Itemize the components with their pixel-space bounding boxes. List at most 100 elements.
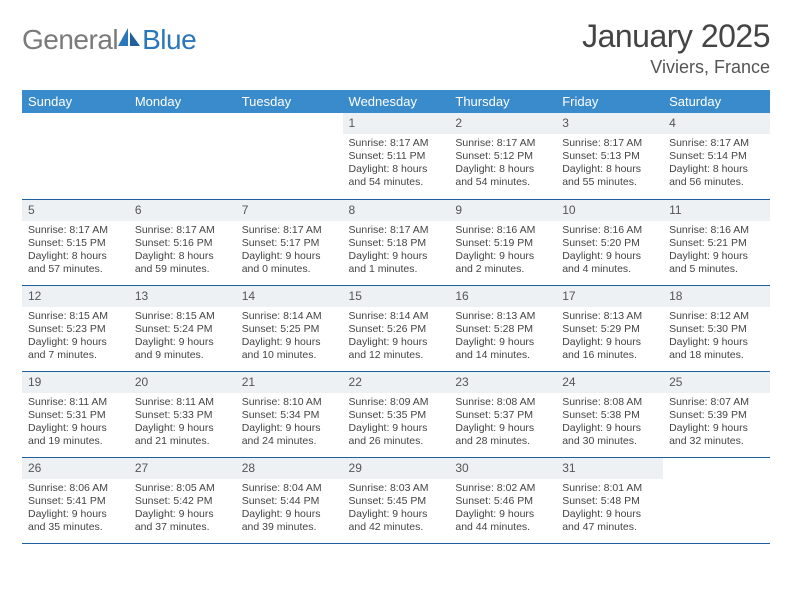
day-number: 9	[449, 200, 556, 221]
title-block: January 2025 Viviers, France	[582, 18, 770, 78]
calendar-cell	[129, 113, 236, 199]
day-number: 23	[449, 372, 556, 393]
calendar-cell: 5Sunrise: 8:17 AMSunset: 5:15 PMDaylight…	[22, 199, 129, 285]
calendar-row: 5Sunrise: 8:17 AMSunset: 5:15 PMDaylight…	[22, 199, 770, 285]
calendar-cell: 17Sunrise: 8:13 AMSunset: 5:29 PMDayligh…	[556, 285, 663, 371]
day-number: 22	[343, 372, 450, 393]
day-details: Sunrise: 8:16 AMSunset: 5:19 PMDaylight:…	[449, 221, 556, 281]
calendar-table: SundayMondayTuesdayWednesdayThursdayFrid…	[22, 90, 770, 544]
calendar-cell: 10Sunrise: 8:16 AMSunset: 5:20 PMDayligh…	[556, 199, 663, 285]
day-details: Sunrise: 8:14 AMSunset: 5:25 PMDaylight:…	[236, 307, 343, 367]
calendar-cell: 11Sunrise: 8:16 AMSunset: 5:21 PMDayligh…	[663, 199, 770, 285]
brand-logo: General Blue	[22, 18, 196, 56]
brand-part2: Blue	[142, 24, 196, 56]
calendar-row: 1Sunrise: 8:17 AMSunset: 5:11 PMDaylight…	[22, 113, 770, 199]
day-number: 14	[236, 286, 343, 307]
day-details: Sunrise: 8:07 AMSunset: 5:39 PMDaylight:…	[663, 393, 770, 453]
day-number: 29	[343, 458, 450, 479]
day-number: 18	[663, 286, 770, 307]
day-number: 27	[129, 458, 236, 479]
day-details: Sunrise: 8:17 AMSunset: 5:16 PMDaylight:…	[129, 221, 236, 281]
day-number: 10	[556, 200, 663, 221]
calendar-cell: 4Sunrise: 8:17 AMSunset: 5:14 PMDaylight…	[663, 113, 770, 199]
calendar-cell: 6Sunrise: 8:17 AMSunset: 5:16 PMDaylight…	[129, 199, 236, 285]
calendar-cell: 12Sunrise: 8:15 AMSunset: 5:23 PMDayligh…	[22, 285, 129, 371]
day-number: 1	[343, 113, 450, 134]
brand-sail-icon	[118, 28, 140, 46]
calendar-cell: 28Sunrise: 8:04 AMSunset: 5:44 PMDayligh…	[236, 457, 343, 543]
day-details: Sunrise: 8:08 AMSunset: 5:37 PMDaylight:…	[449, 393, 556, 453]
day-details: Sunrise: 8:05 AMSunset: 5:42 PMDaylight:…	[129, 479, 236, 539]
day-details: Sunrise: 8:03 AMSunset: 5:45 PMDaylight:…	[343, 479, 450, 539]
calendar-cell: 26Sunrise: 8:06 AMSunset: 5:41 PMDayligh…	[22, 457, 129, 543]
day-number: 15	[343, 286, 450, 307]
calendar-cell: 24Sunrise: 8:08 AMSunset: 5:38 PMDayligh…	[556, 371, 663, 457]
calendar-cell: 29Sunrise: 8:03 AMSunset: 5:45 PMDayligh…	[343, 457, 450, 543]
day-details: Sunrise: 8:06 AMSunset: 5:41 PMDaylight:…	[22, 479, 129, 539]
calendar-body: 1Sunrise: 8:17 AMSunset: 5:11 PMDaylight…	[22, 113, 770, 543]
day-number: 26	[22, 458, 129, 479]
day-number: 25	[663, 372, 770, 393]
day-details: Sunrise: 8:15 AMSunset: 5:24 PMDaylight:…	[129, 307, 236, 367]
month-title: January 2025	[582, 18, 770, 55]
day-details: Sunrise: 8:12 AMSunset: 5:30 PMDaylight:…	[663, 307, 770, 367]
day-details: Sunrise: 8:16 AMSunset: 5:21 PMDaylight:…	[663, 221, 770, 281]
day-details: Sunrise: 8:16 AMSunset: 5:20 PMDaylight:…	[556, 221, 663, 281]
calendar-cell: 8Sunrise: 8:17 AMSunset: 5:18 PMDaylight…	[343, 199, 450, 285]
day-details: Sunrise: 8:01 AMSunset: 5:48 PMDaylight:…	[556, 479, 663, 539]
day-number: 11	[663, 200, 770, 221]
calendar-cell: 27Sunrise: 8:05 AMSunset: 5:42 PMDayligh…	[129, 457, 236, 543]
calendar-cell: 21Sunrise: 8:10 AMSunset: 5:34 PMDayligh…	[236, 371, 343, 457]
calendar-cell: 14Sunrise: 8:14 AMSunset: 5:25 PMDayligh…	[236, 285, 343, 371]
day-details: Sunrise: 8:17 AMSunset: 5:18 PMDaylight:…	[343, 221, 450, 281]
day-number: 21	[236, 372, 343, 393]
day-details: Sunrise: 8:14 AMSunset: 5:26 PMDaylight:…	[343, 307, 450, 367]
day-number: 5	[22, 200, 129, 221]
calendar-row: 12Sunrise: 8:15 AMSunset: 5:23 PMDayligh…	[22, 285, 770, 371]
day-number: 7	[236, 200, 343, 221]
calendar-row: 19Sunrise: 8:11 AMSunset: 5:31 PMDayligh…	[22, 371, 770, 457]
calendar-head: SundayMondayTuesdayWednesdayThursdayFrid…	[22, 90, 770, 113]
calendar-cell: 19Sunrise: 8:11 AMSunset: 5:31 PMDayligh…	[22, 371, 129, 457]
calendar-cell: 18Sunrise: 8:12 AMSunset: 5:30 PMDayligh…	[663, 285, 770, 371]
day-details: Sunrise: 8:15 AMSunset: 5:23 PMDaylight:…	[22, 307, 129, 367]
weekday-header: Thursday	[449, 90, 556, 113]
calendar-cell: 13Sunrise: 8:15 AMSunset: 5:24 PMDayligh…	[129, 285, 236, 371]
day-number: 30	[449, 458, 556, 479]
day-number: 3	[556, 113, 663, 134]
day-number: 31	[556, 458, 663, 479]
day-number: 20	[129, 372, 236, 393]
weekday-header: Wednesday	[343, 90, 450, 113]
calendar-cell: 15Sunrise: 8:14 AMSunset: 5:26 PMDayligh…	[343, 285, 450, 371]
day-details: Sunrise: 8:11 AMSunset: 5:33 PMDaylight:…	[129, 393, 236, 453]
day-details: Sunrise: 8:17 AMSunset: 5:14 PMDaylight:…	[663, 134, 770, 194]
calendar-cell: 9Sunrise: 8:16 AMSunset: 5:19 PMDaylight…	[449, 199, 556, 285]
calendar-row: 26Sunrise: 8:06 AMSunset: 5:41 PMDayligh…	[22, 457, 770, 543]
day-number: 13	[129, 286, 236, 307]
calendar-cell: 3Sunrise: 8:17 AMSunset: 5:13 PMDaylight…	[556, 113, 663, 199]
weekday-header: Tuesday	[236, 90, 343, 113]
calendar-cell: 30Sunrise: 8:02 AMSunset: 5:46 PMDayligh…	[449, 457, 556, 543]
weekday-header: Friday	[556, 90, 663, 113]
brand-part1: General	[22, 24, 118, 56]
day-details: Sunrise: 8:10 AMSunset: 5:34 PMDaylight:…	[236, 393, 343, 453]
day-details: Sunrise: 8:17 AMSunset: 5:11 PMDaylight:…	[343, 134, 450, 194]
day-number: 24	[556, 372, 663, 393]
day-details: Sunrise: 8:17 AMSunset: 5:17 PMDaylight:…	[236, 221, 343, 281]
calendar-cell: 1Sunrise: 8:17 AMSunset: 5:11 PMDaylight…	[343, 113, 450, 199]
day-number: 17	[556, 286, 663, 307]
day-details: Sunrise: 8:17 AMSunset: 5:13 PMDaylight:…	[556, 134, 663, 194]
calendar-cell: 16Sunrise: 8:13 AMSunset: 5:28 PMDayligh…	[449, 285, 556, 371]
day-number: 16	[449, 286, 556, 307]
day-details: Sunrise: 8:11 AMSunset: 5:31 PMDaylight:…	[22, 393, 129, 453]
weekday-header: Saturday	[663, 90, 770, 113]
day-number: 19	[22, 372, 129, 393]
page-header: General Blue January 2025 Viviers, Franc…	[22, 18, 770, 78]
day-details: Sunrise: 8:17 AMSunset: 5:15 PMDaylight:…	[22, 221, 129, 281]
calendar-cell: 20Sunrise: 8:11 AMSunset: 5:33 PMDayligh…	[129, 371, 236, 457]
calendar-cell: 31Sunrise: 8:01 AMSunset: 5:48 PMDayligh…	[556, 457, 663, 543]
day-details: Sunrise: 8:08 AMSunset: 5:38 PMDaylight:…	[556, 393, 663, 453]
day-details: Sunrise: 8:04 AMSunset: 5:44 PMDaylight:…	[236, 479, 343, 539]
weekday-header: Sunday	[22, 90, 129, 113]
calendar-cell: 25Sunrise: 8:07 AMSunset: 5:39 PMDayligh…	[663, 371, 770, 457]
